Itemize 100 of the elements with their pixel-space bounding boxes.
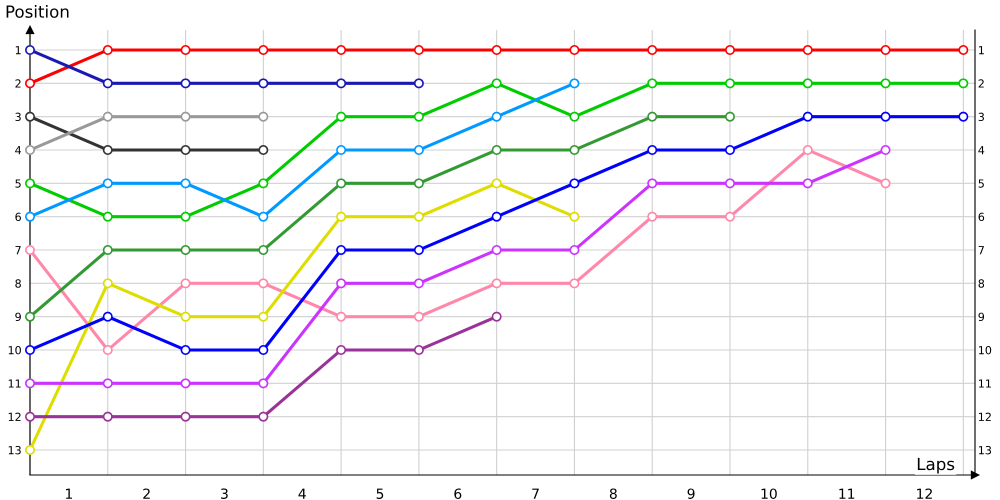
point <box>647 212 658 222</box>
point <box>336 345 346 355</box>
point <box>569 178 580 188</box>
point <box>336 112 346 122</box>
point <box>25 345 35 355</box>
point <box>102 345 113 355</box>
y-tick-label: 11 <box>8 379 21 388</box>
point <box>180 278 191 288</box>
point <box>880 45 891 55</box>
point <box>336 312 346 322</box>
x-tick-label: 5 <box>376 488 384 499</box>
y2-tick-label: 3 <box>978 112 984 122</box>
y2-tick-label: 12 <box>979 412 991 421</box>
y-tick-label: 5 <box>15 179 21 188</box>
point <box>180 345 191 355</box>
point <box>258 245 268 255</box>
y2-tick-label: 13 <box>979 446 992 454</box>
point <box>569 45 580 55</box>
point <box>102 245 113 255</box>
point <box>414 345 424 355</box>
y-tick-label: 1 <box>16 46 21 54</box>
point <box>25 378 35 388</box>
point <box>180 112 191 122</box>
point <box>958 78 968 88</box>
y2-tick-label: 9 <box>978 312 984 322</box>
point <box>725 45 735 55</box>
point <box>414 78 424 88</box>
y2-tick-label: 8 <box>978 279 984 288</box>
point <box>25 178 35 188</box>
y-tick-label: 6 <box>15 212 21 222</box>
point <box>102 212 113 222</box>
y-tick-label: 9 <box>15 312 21 322</box>
point <box>258 45 268 55</box>
point <box>725 212 735 222</box>
point <box>569 245 580 255</box>
point <box>180 245 191 255</box>
point <box>647 78 658 88</box>
point <box>647 45 658 55</box>
y2-tick-label: 5 <box>978 179 984 188</box>
point <box>414 245 424 255</box>
point <box>180 178 191 188</box>
point <box>492 145 502 155</box>
point <box>336 145 346 155</box>
point <box>258 278 268 288</box>
point <box>25 445 35 455</box>
point <box>336 45 346 55</box>
point <box>569 145 580 155</box>
point <box>258 145 268 155</box>
point <box>102 45 113 55</box>
point <box>25 145 35 155</box>
x-tick-label: 12 <box>917 488 932 499</box>
point <box>492 245 502 255</box>
point <box>414 278 424 288</box>
point <box>180 78 191 88</box>
point <box>180 378 191 388</box>
point <box>25 212 35 222</box>
y2-tick-label: 6 <box>978 212 984 222</box>
point <box>414 145 424 155</box>
y-tick-label: 12 <box>8 412 21 421</box>
point <box>880 78 891 88</box>
point <box>725 145 735 155</box>
y-tick-label: 7 <box>16 246 21 254</box>
point <box>180 45 191 55</box>
point <box>802 78 813 88</box>
point <box>25 412 35 422</box>
x-tick-label: 2 <box>143 488 150 499</box>
point <box>414 178 424 188</box>
y2-tick-label: 4 <box>978 146 984 154</box>
x-tick-label: 11 <box>839 488 854 499</box>
point <box>725 78 735 88</box>
point <box>569 78 580 88</box>
point <box>258 178 268 188</box>
point <box>647 178 658 188</box>
point <box>180 412 191 422</box>
point <box>414 212 424 222</box>
y-tick-label: 10 <box>8 346 21 354</box>
point <box>102 145 113 155</box>
point <box>258 112 268 122</box>
point <box>492 312 502 322</box>
point <box>492 78 502 88</box>
y2-tick-label: 10 <box>979 346 992 354</box>
y-tick-label: 8 <box>15 279 21 288</box>
point <box>492 112 502 122</box>
x-tick-label: 4 <box>298 488 306 499</box>
point <box>258 345 268 355</box>
x-tick-label: 3 <box>221 488 228 499</box>
x-tick-label: 10 <box>762 488 777 499</box>
point <box>102 112 113 122</box>
point <box>880 145 891 155</box>
point <box>802 145 813 155</box>
point <box>336 212 346 222</box>
point <box>25 312 35 322</box>
point <box>880 112 891 122</box>
point <box>725 178 735 188</box>
point <box>802 178 813 188</box>
point <box>336 78 346 88</box>
y-tick-label: 2 <box>15 79 21 88</box>
y-axis-title: Position <box>6 5 68 18</box>
x-tick-label: 1 <box>66 488 72 499</box>
point <box>802 45 813 55</box>
